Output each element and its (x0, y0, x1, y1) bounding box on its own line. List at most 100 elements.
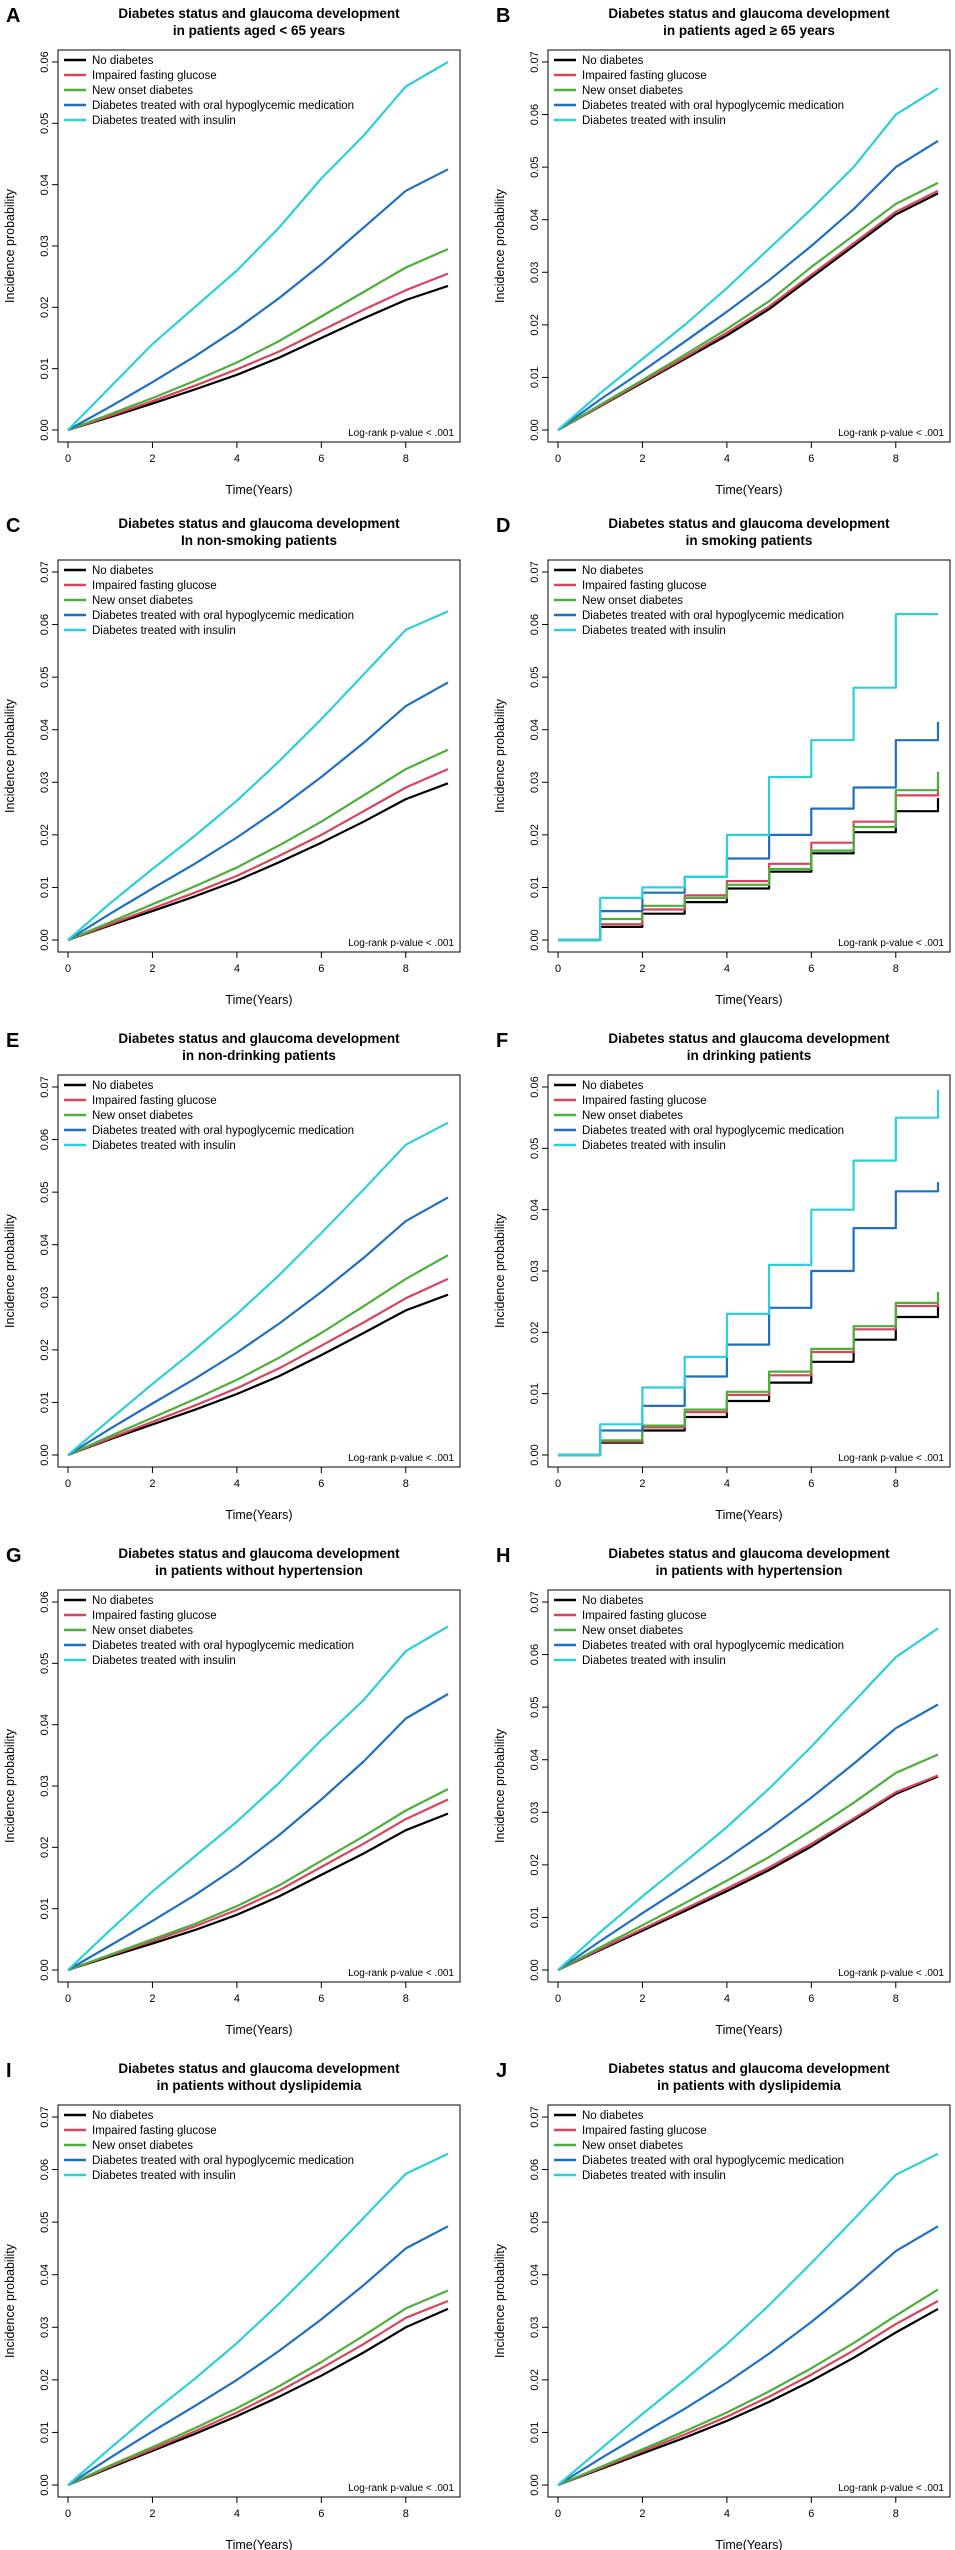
y-tick-label: 0.00 (39, 929, 51, 950)
y-tick-label: 0.05 (39, 666, 51, 687)
x-tick-label: 2 (149, 1478, 155, 1490)
y-tick-label: 0.02 (529, 314, 541, 335)
y-tick-label: 0.00 (529, 2474, 541, 2495)
chart-title-line2: in patients with hypertension (656, 1563, 843, 1578)
y-tick-label: 0.04 (529, 209, 541, 230)
x-tick-label: 8 (893, 453, 899, 465)
y-tick-label: 0.05 (529, 1696, 541, 1717)
legend-label: Diabetes treated with oral hypoglycemic … (582, 1125, 844, 1137)
x-tick-label: 6 (808, 1478, 814, 1490)
legend-label: Diabetes treated with insulin (92, 2170, 236, 2182)
legend: No diabetes Impaired fasting glucose New o… (64, 1595, 354, 1667)
panel-letter: E (6, 1030, 19, 1052)
y-tick-label: 0.04 (39, 2264, 51, 2285)
y-axis-label: Incidence probability (493, 1728, 507, 1843)
x-tick-label: 2 (149, 453, 155, 465)
y-tick-label: 0.01 (39, 877, 51, 898)
legend-label: No diabetes (582, 55, 644, 67)
chart-panel-a: A Diabetes status and glaucoma developmen… (3, 5, 461, 497)
chart-title-line2: In non-smoking patients (181, 533, 337, 548)
legend-label: Impaired fasting glucose (92, 70, 217, 82)
y-axis-label: Incidence probability (493, 188, 507, 303)
x-tick-label: 2 (149, 963, 155, 975)
y-axis-label: Incidence probability (3, 188, 17, 303)
y-axis-label: Incidence probability (493, 1213, 507, 1328)
x-tick-label: 0 (65, 453, 71, 465)
legend-label: Diabetes treated with insulin (92, 625, 236, 637)
x-tick-label: 8 (893, 963, 899, 975)
series-line-5 (67, 1625, 449, 1971)
x-tick-label: 6 (318, 1478, 324, 1490)
chart-title-line1: Diabetes status and glaucoma development (608, 516, 890, 531)
legend-label: Diabetes treated with oral hypoglycemic … (582, 2155, 844, 2167)
plot-frame (547, 49, 951, 443)
y-tick-label: 0.04 (529, 719, 541, 740)
series-line-5 (557, 87, 939, 431)
legend-label: No diabetes (582, 2110, 644, 2122)
y-tick-label: 0.02 (529, 1322, 541, 1343)
y-tick-label: 0.06 (39, 1591, 51, 1612)
pvalue-note: Log-rank p-value < .001 (348, 1968, 454, 1979)
series-line-2 (67, 1277, 449, 1457)
x-tick-label: 4 (234, 1993, 240, 2005)
series-line-1 (558, 798, 940, 942)
legend: No diabetes Impaired fasting glucose New o… (554, 1595, 844, 1667)
y-tick-label: 0.07 (529, 1591, 541, 1612)
y-axis-label: Incidence probability (3, 1213, 17, 1328)
x-tick-label: 8 (403, 963, 409, 975)
series-line-1 (557, 2307, 939, 2487)
series-line-2 (67, 768, 449, 942)
series-line-5 (67, 61, 449, 431)
series-line-5 (558, 1090, 940, 1457)
series-line-2 (67, 272, 449, 432)
y-tick-label: 0.07 (39, 2106, 51, 2127)
x-tick-label: 4 (724, 2508, 730, 2520)
pvalue-note: Log-rank p-value < .001 (838, 938, 944, 949)
x-axis-label: Time(Years) (715, 2538, 782, 2550)
chart-title-line2: in non-drinking patients (182, 1048, 336, 1063)
x-tick-label: 4 (234, 963, 240, 975)
legend-label: Impaired fasting glucose (92, 2125, 217, 2137)
legend-label: Diabetes treated with oral hypoglycemic … (582, 100, 844, 112)
series-line-4 (558, 1182, 940, 1457)
pvalue-note: Log-rank p-value < .001 (348, 938, 454, 949)
legend-label: Diabetes treated with oral hypoglycemic … (582, 1640, 844, 1652)
legend: No diabetes Impaired fasting glucose New o… (554, 565, 844, 637)
series-line-4 (557, 1703, 939, 1971)
series-line-1 (67, 2307, 449, 2487)
y-tick-label: 0.03 (529, 262, 541, 283)
y-tick-label: 0.04 (529, 2264, 541, 2285)
chart-title-line2: in patients with dyslipidemia (657, 2078, 841, 2093)
legend-label: Impaired fasting glucose (582, 2125, 707, 2137)
y-axis-label: Incidence probability (493, 698, 507, 813)
legend-label: No diabetes (582, 1595, 644, 1607)
chart-title-line1: Diabetes status and glaucoma development (608, 6, 890, 21)
x-tick-label: 6 (808, 963, 814, 975)
series-line-3 (67, 248, 449, 432)
x-axis-label: Time(Years) (715, 993, 782, 1007)
x-tick-label: 8 (403, 2508, 409, 2520)
series-line-4 (67, 1196, 449, 1456)
x-axis-label: Time(Years) (225, 1508, 292, 1522)
legend-label: New onset diabetes (582, 1110, 683, 1122)
y-tick-label: 0.01 (529, 877, 541, 898)
legend-label: Diabetes treated with oral hypoglycemic … (92, 610, 354, 622)
x-tick-label: 4 (724, 453, 730, 465)
pvalue-note: Log-rank p-value < .001 (348, 2483, 454, 2494)
series-line-2 (67, 1798, 449, 1972)
legend-label: Diabetes treated with oral hypoglycemic … (92, 1125, 354, 1137)
x-tick-label: 4 (724, 1478, 730, 1490)
series-line-3 (557, 1753, 939, 1971)
series-line-3 (557, 181, 939, 431)
x-axis-label: Time(Years) (715, 2023, 782, 2037)
x-tick-label: 6 (318, 1993, 324, 2005)
chart-title-line2: in drinking patients (687, 1048, 812, 1063)
x-axis-label: Time(Years) (225, 2538, 292, 2550)
plot-frame (57, 559, 461, 953)
chart-title-line1: Diabetes status and glaucoma development (608, 1031, 890, 1046)
y-tick-label: 0.05 (39, 2211, 51, 2232)
legend: No diabetes Impaired fasting glucose New o… (554, 1080, 844, 1152)
y-tick-label: 0.03 (39, 235, 51, 256)
x-tick-label: 0 (555, 453, 561, 465)
series-line-3 (558, 1291, 940, 1457)
